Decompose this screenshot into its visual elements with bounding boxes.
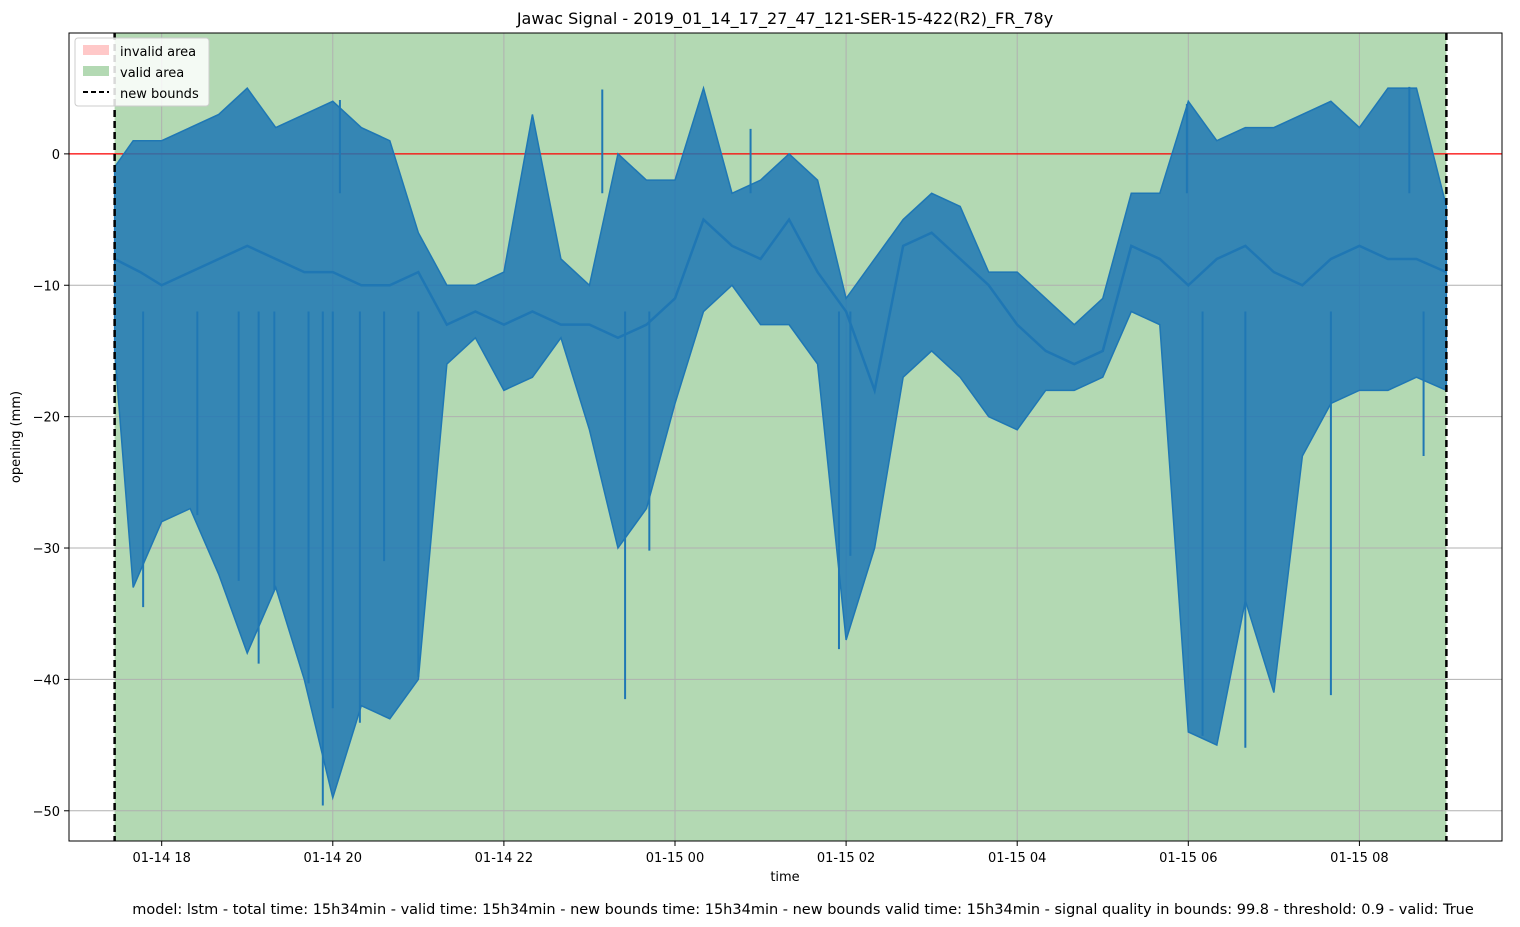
y-axis-ticks: 0 −10 −20 −30 −40 −50 xyxy=(33,148,69,820)
legend: invalid area valid area new bounds xyxy=(74,37,210,107)
legend-swatch-invalid-area xyxy=(83,45,109,55)
x-tick-label: 01-14 20 xyxy=(304,851,362,866)
x-tick-label: 01-15 02 xyxy=(817,851,875,866)
y-tick-label: 0 xyxy=(52,148,60,163)
plot-frame xyxy=(68,32,1503,842)
y-axis-label: opening (mm) xyxy=(9,391,24,483)
y-tick-label: −10 xyxy=(33,279,60,294)
series-line xyxy=(114,217,1447,396)
x-axis-ticks: 01-14 18 01-14 20 01-14 22 01-15 00 01-15 02… xyxy=(132,841,1389,866)
x-tick-label: 01-15 04 xyxy=(988,851,1046,866)
y-tick-label: −50 xyxy=(33,805,60,820)
y-tick-label: −20 xyxy=(33,411,60,426)
y-tick-label: −40 xyxy=(33,673,60,688)
footer-summary: model: lstm - total time: 15h34min - val… xyxy=(132,902,1474,918)
new-bounds-lines xyxy=(113,33,1448,841)
x-tick-label: 01-15 08 xyxy=(1330,851,1388,866)
x-tick-label: 01-14 22 xyxy=(475,851,533,866)
legend-swatch-valid-area xyxy=(83,66,109,76)
x-tick-label: 01-14 18 xyxy=(132,851,190,866)
x-tick-label: 01-15 06 xyxy=(1159,851,1217,866)
x-tick-label: 01-15 00 xyxy=(646,851,704,866)
legend-label-valid-area: valid area xyxy=(120,66,184,81)
y-tick-label: −30 xyxy=(33,542,60,557)
signal-spikes xyxy=(142,86,1425,806)
chart-title: Jawac Signal - 2019_01_14_17_27_47_121-S… xyxy=(516,9,1053,29)
legend-label-invalid-area: invalid area xyxy=(120,45,196,60)
legend-label-new-bounds: new bounds xyxy=(120,87,199,102)
x-axis-label: time xyxy=(770,870,799,885)
plot-area xyxy=(68,32,1503,842)
